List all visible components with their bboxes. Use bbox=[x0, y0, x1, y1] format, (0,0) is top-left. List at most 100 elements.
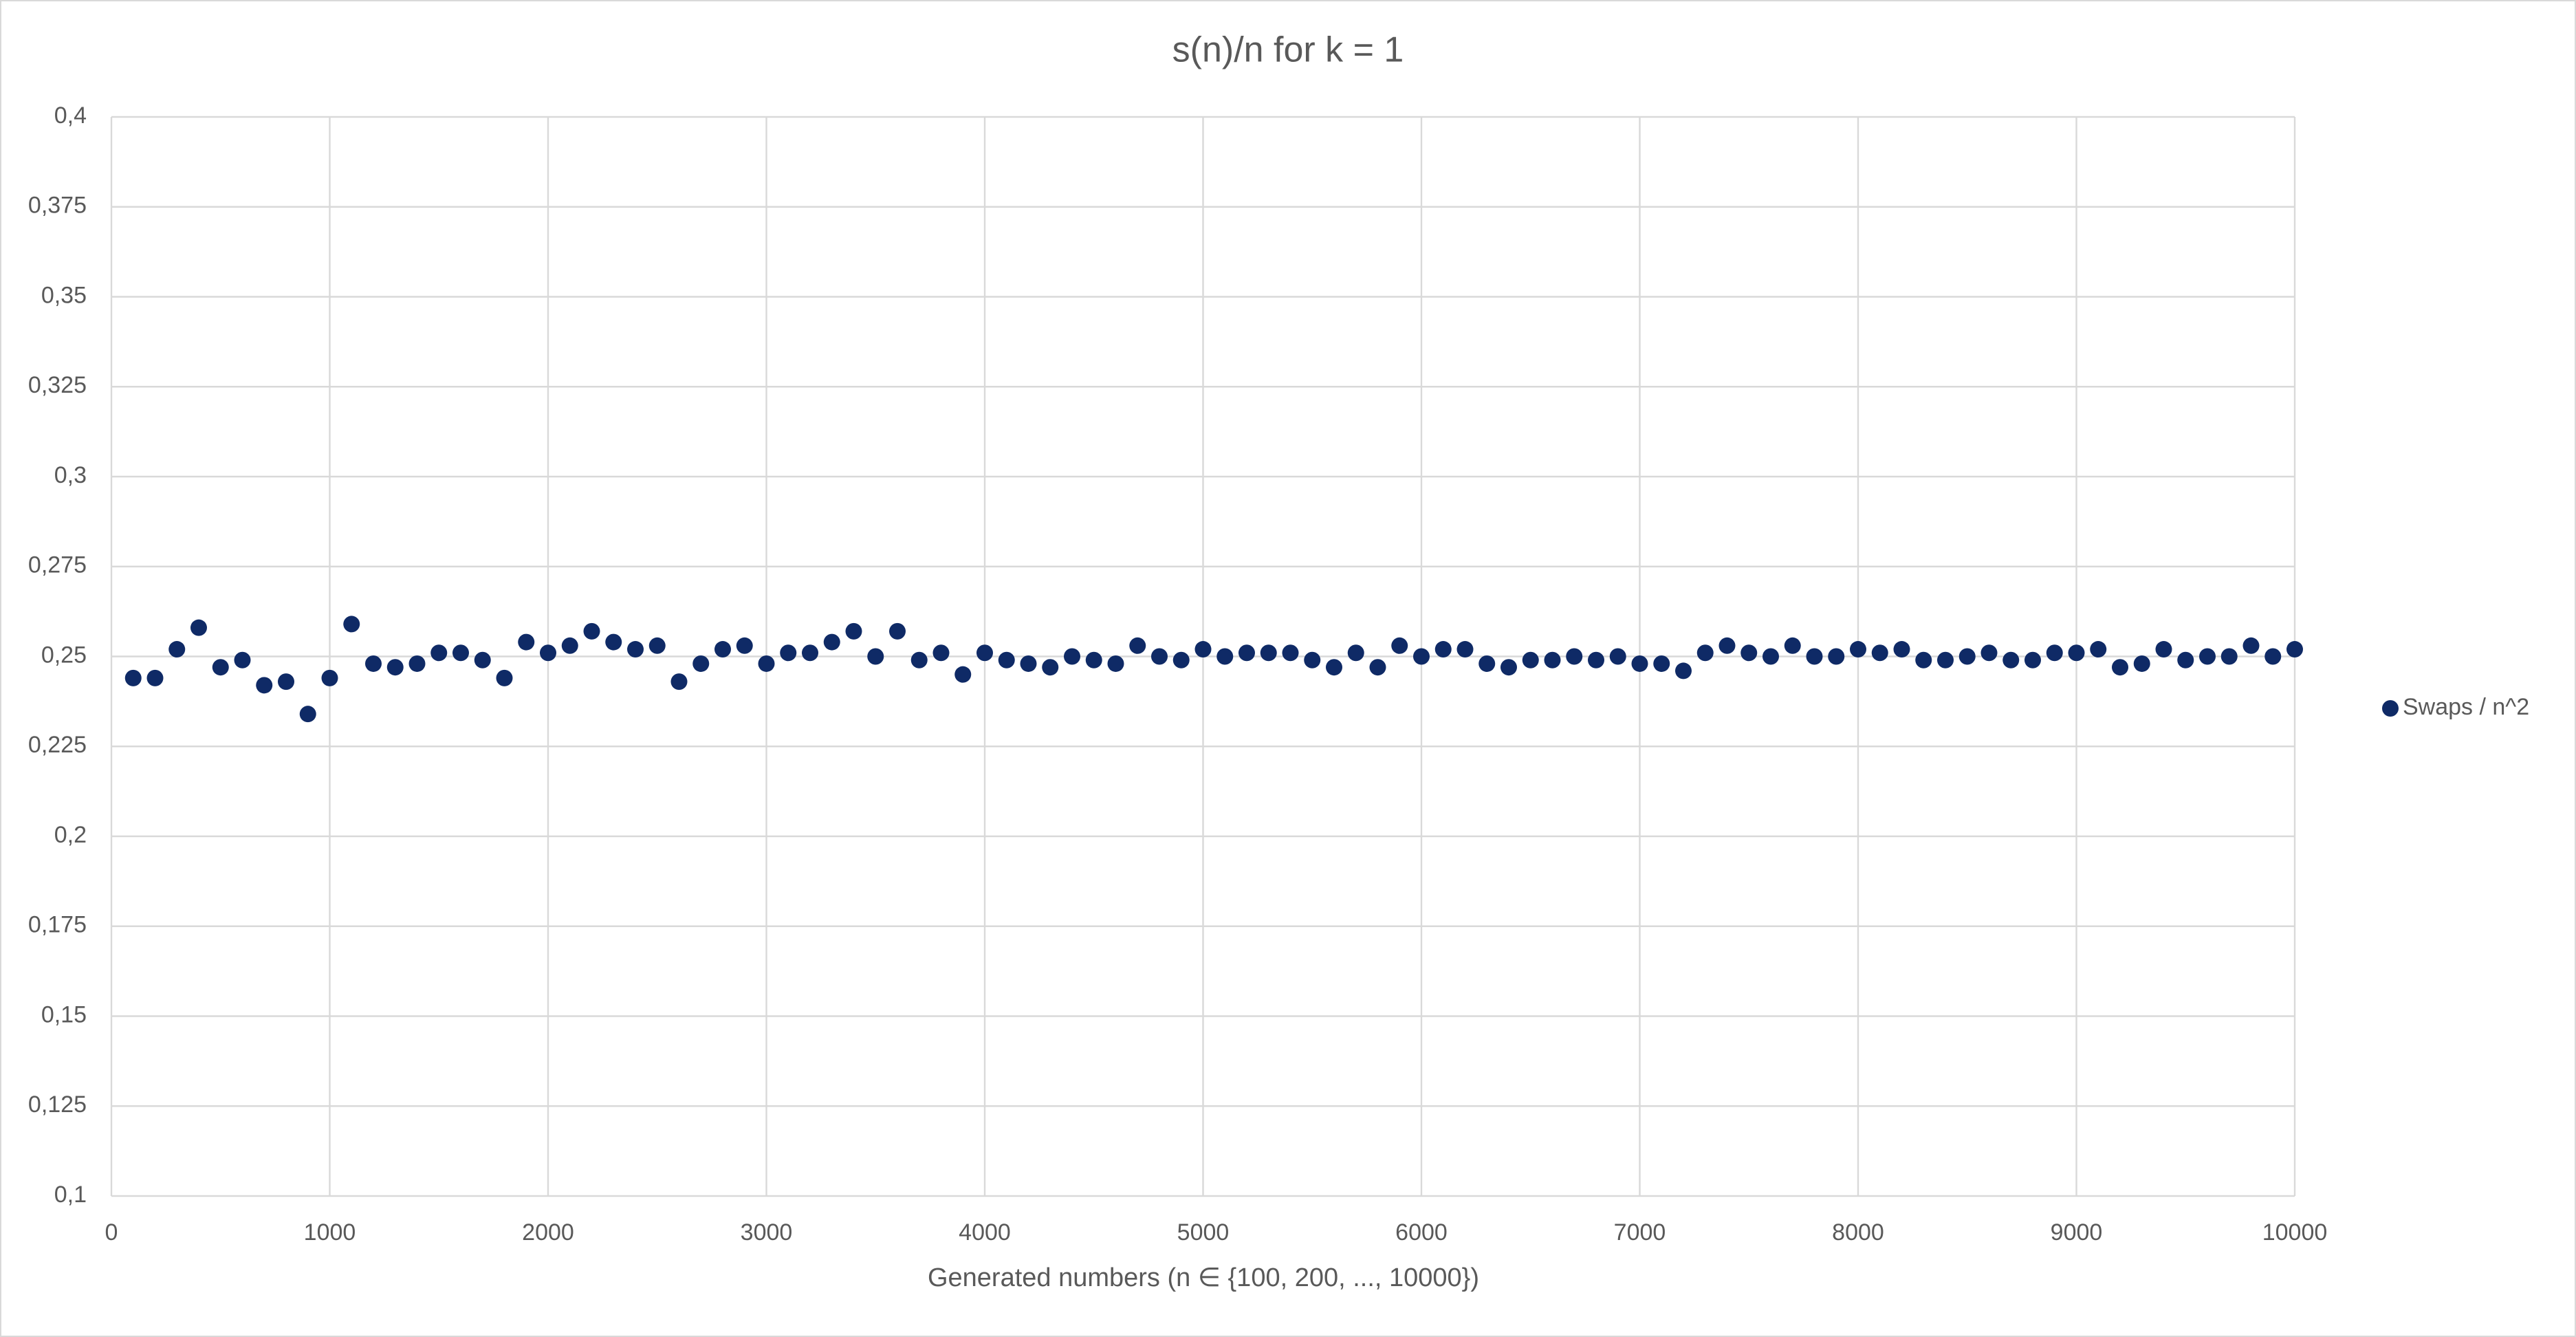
x-tick-label: 1000 bbox=[304, 1219, 356, 1246]
x-tick-label: 10000 bbox=[2262, 1219, 2328, 1246]
y-tick-label: 0,225 bbox=[28, 732, 87, 758]
x-tick-label: 9000 bbox=[2051, 1219, 2103, 1246]
point bbox=[343, 616, 360, 633]
point bbox=[1915, 651, 1932, 668]
point bbox=[823, 633, 840, 651]
x-tick-label: 6000 bbox=[1395, 1219, 1448, 1246]
point bbox=[1064, 648, 1080, 665]
point bbox=[648, 637, 666, 654]
point bbox=[780, 644, 797, 662]
y-tick-label: 0,1 bbox=[54, 1182, 87, 1208]
point bbox=[278, 673, 294, 691]
point bbox=[496, 669, 513, 686]
point bbox=[1369, 659, 1386, 676]
y-tick-label: 0,15 bbox=[41, 1001, 87, 1028]
point bbox=[910, 651, 928, 668]
point bbox=[2068, 644, 2085, 662]
point bbox=[124, 669, 142, 686]
point bbox=[1850, 641, 1866, 658]
point bbox=[1762, 648, 1779, 665]
point bbox=[998, 651, 1015, 668]
point bbox=[1260, 644, 1277, 662]
point bbox=[2046, 644, 2063, 662]
point bbox=[802, 644, 818, 662]
point bbox=[386, 659, 404, 676]
y-tick-label: 0,4 bbox=[54, 102, 87, 129]
point bbox=[736, 637, 753, 654]
point bbox=[867, 648, 884, 665]
point bbox=[1828, 648, 1845, 665]
x-tick-label: 4000 bbox=[959, 1219, 1011, 1246]
x-tick-label: 0 bbox=[105, 1219, 118, 1246]
point bbox=[1391, 637, 1408, 654]
point bbox=[1413, 648, 1430, 665]
point bbox=[1238, 644, 1255, 662]
point bbox=[932, 644, 950, 662]
point bbox=[1653, 655, 1670, 672]
point bbox=[1631, 655, 1648, 672]
point bbox=[1020, 655, 1037, 672]
point bbox=[1478, 655, 1496, 672]
point bbox=[605, 633, 622, 651]
point bbox=[1456, 641, 1474, 658]
point bbox=[2264, 648, 2282, 665]
point bbox=[627, 641, 644, 658]
point bbox=[430, 644, 448, 662]
point bbox=[1871, 644, 1888, 662]
point bbox=[1784, 637, 1801, 654]
point bbox=[1500, 659, 1517, 676]
point bbox=[474, 651, 491, 668]
point bbox=[2199, 648, 2216, 665]
point bbox=[670, 673, 688, 691]
y-tick-label: 0,125 bbox=[28, 1091, 87, 1118]
point bbox=[1042, 659, 1059, 676]
point bbox=[561, 637, 578, 654]
y-tick-label: 0,175 bbox=[28, 912, 87, 938]
point bbox=[1282, 644, 1299, 662]
point bbox=[1085, 651, 1102, 668]
y-tick-label: 0,325 bbox=[28, 372, 87, 398]
point bbox=[168, 641, 186, 658]
legend-marker bbox=[2382, 700, 2399, 717]
y-tick-label: 0,275 bbox=[28, 552, 87, 578]
point bbox=[1588, 651, 1604, 668]
chart-title: s(n)/n for k = 1 bbox=[1172, 30, 1404, 70]
x-tick-label: 5000 bbox=[1177, 1219, 1230, 1246]
point bbox=[1326, 659, 1342, 676]
point bbox=[234, 651, 251, 668]
point bbox=[1172, 651, 1190, 668]
point bbox=[1107, 655, 1124, 672]
point bbox=[256, 677, 273, 694]
point bbox=[2242, 637, 2260, 654]
point bbox=[299, 706, 316, 723]
point bbox=[1696, 644, 1714, 662]
point bbox=[452, 644, 469, 662]
point bbox=[758, 655, 775, 672]
point bbox=[1609, 648, 1626, 665]
point bbox=[146, 669, 164, 686]
point bbox=[1151, 648, 1168, 665]
point bbox=[2112, 659, 2128, 676]
point bbox=[714, 641, 731, 658]
point bbox=[1566, 648, 1583, 665]
point bbox=[2177, 651, 2194, 668]
point bbox=[2155, 641, 2172, 658]
x-tick-label: 8000 bbox=[1832, 1219, 1884, 1246]
point bbox=[2090, 641, 2107, 658]
point bbox=[321, 669, 338, 686]
point bbox=[889, 622, 906, 640]
x-axis-title: Generated numbers (n ∈ {100, 200, ..., 1… bbox=[928, 1263, 1479, 1292]
point bbox=[190, 619, 207, 636]
point bbox=[1806, 648, 1823, 665]
point bbox=[1893, 641, 1910, 658]
point bbox=[976, 644, 993, 662]
point bbox=[1740, 644, 1758, 662]
point bbox=[845, 622, 862, 640]
point bbox=[2220, 648, 2238, 665]
point bbox=[1718, 637, 1736, 654]
point bbox=[1194, 641, 1212, 658]
y-tick-label: 0,2 bbox=[54, 822, 87, 848]
legend-label: Swaps / n^2 bbox=[2403, 694, 2529, 720]
